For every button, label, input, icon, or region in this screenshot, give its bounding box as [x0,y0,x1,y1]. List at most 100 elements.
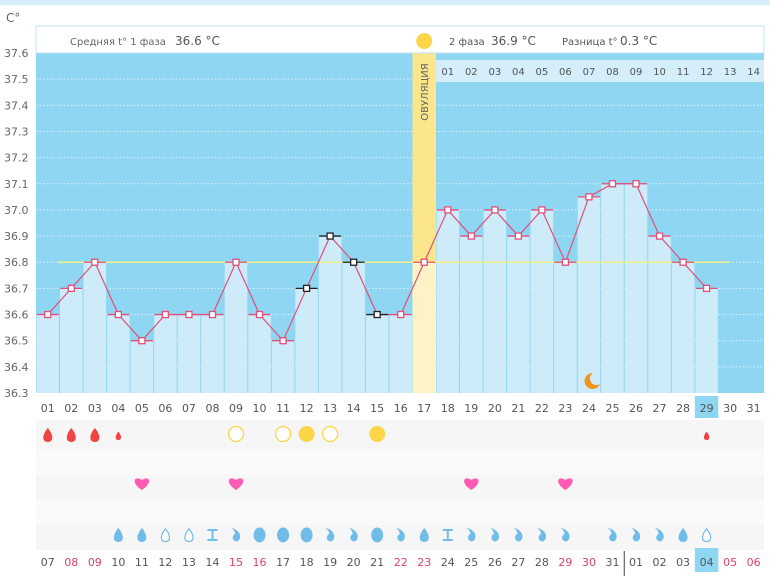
icon-row-bg [36,450,764,475]
cycle-day-label: 20 [488,402,502,415]
date-label: 23 [417,556,431,569]
cycle-day-label: 09 [229,402,243,415]
y-tick-label: 36.7 [4,282,29,295]
phase1-value: 36.6 °C [175,34,220,48]
ovulation-test-negative-icon [227,425,245,443]
temperature-bar [248,314,271,393]
mucus-sticky-icon [442,529,453,541]
ovulation-test-negative-icon [321,425,339,443]
date-label: 25 [464,556,478,569]
temperature-point [373,310,381,319]
temperature-point [114,310,123,319]
temperature-bar [130,340,154,393]
date-label: 09 [88,556,102,569]
y-tick-label: 37.2 [4,152,29,165]
temperature-bar [271,340,295,393]
luteal-day-label: 04 [512,67,525,78]
cycle-day-label: 17 [417,402,431,415]
luteal-day-label: 02 [465,67,478,78]
mucus-stretchy-icon [631,528,641,542]
temperature-bar [36,314,60,393]
temperature-point [538,206,546,214]
cycle-day-label: 26 [629,402,643,415]
date-label: 26 [488,556,502,569]
cycle-day-label: 23 [558,402,572,415]
temperature-point [585,193,593,201]
cycle-day-label: 18 [441,402,455,415]
luteal-day-label: 13 [724,67,737,78]
cycle-day-label: 13 [323,402,337,415]
cycle-day-label: 14 [347,402,361,415]
cycle-day-label: 19 [464,402,478,415]
cycle-day-label: 21 [511,402,525,415]
cycle-day-label: 22 [535,402,549,415]
bleeding-light-icon [703,431,710,440]
y-tick-label: 37.4 [4,99,29,112]
ovulation-test-positive-icon [369,426,386,442]
icon-row-bg [36,500,764,525]
mucus-stretchy-icon [513,528,523,542]
temperature-point [138,337,146,345]
date-label: 04 [700,556,714,569]
cycle-day-label: 07 [182,402,196,415]
temperature-bar [342,262,365,393]
header-box [35,25,765,54]
date-label: 07 [41,556,55,569]
cycle-day-label: 29 [700,402,714,415]
y-tick-label: 37.0 [4,204,29,217]
luteal-day-label: 08 [606,67,619,78]
date-label: 11 [135,556,149,569]
temperature-bar [224,262,248,393]
mucus-sticky-icon [207,529,218,541]
mucus-dry-icon [184,527,194,543]
date-label: 30 [582,556,596,569]
heart-icon [228,478,244,490]
icon-row-bg [36,475,764,500]
cycle-day-label: 11 [276,402,290,415]
luteal-day-label: 12 [700,67,713,78]
diff-value: 0.3 °C [620,34,657,48]
temperature-point [326,232,334,240]
temperature-bar [624,183,648,393]
temperature-bar [436,209,460,393]
mucus-watery-icon [113,528,123,542]
date-label: 20 [347,556,361,569]
diff-label: Разница t° [562,37,618,48]
temperature-bar [295,288,318,393]
temperature-point [255,310,264,319]
cycle-day-label: 27 [653,402,667,415]
y-tick-label: 36.6 [4,309,29,322]
ovulation-sun-icon [416,33,433,49]
ovulation-test-negative-icon [274,425,292,443]
mucus-stretchy-icon [536,528,547,542]
mucus-stretchy-icon [395,528,405,542]
overlay: ОВУЛЯЦИЯ 01 02 03 04 05 06 07 08 09 10 11 12 13 14 15 16… [36,33,764,576]
y-tick-label: 37.5 [4,73,29,86]
date-label: 27 [511,556,525,569]
temperature-bar [389,314,412,393]
top-strip [0,0,770,5]
mucus-stretchy-icon [560,528,570,542]
phase2-value: 36.9 °C [491,34,536,48]
luteal-day-label: 01 [441,67,454,78]
temperature-bar [318,236,342,393]
date-label: 19 [323,556,337,569]
cycle-day-label: 30 [723,402,737,415]
mucus-watery-icon [137,528,147,542]
bleeding-heavy-icon [66,428,76,442]
cycle-day-label: 25 [605,402,619,415]
temperature-point [679,258,687,266]
date-label: 28 [535,556,549,569]
ovulation-bar [412,262,437,393]
mucus-stretchy-icon [607,528,617,542]
cycle-day-label: 03 [88,402,102,415]
temperature-bar [530,209,554,393]
plot-area: 37.6 37.5 37.4 37.3 37.2 37.1 37.0 36.9 36.8 36.7… [4,26,764,400]
temperature-bar [695,288,718,393]
temperature-point [279,337,287,345]
cycle-day-label: 15 [370,402,384,415]
mucus-watery-icon [419,528,429,542]
date-label: 18 [300,556,314,569]
y-tick-label: 36.9 [4,230,29,243]
